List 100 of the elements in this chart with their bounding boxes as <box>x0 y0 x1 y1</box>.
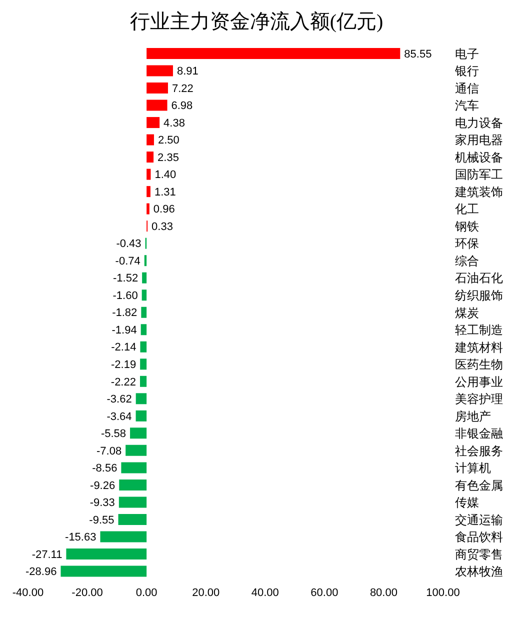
data-label: 7.22 <box>172 82 194 95</box>
data-label: -9.26 <box>90 480 116 492</box>
y-tick-label: 非银金融 <box>455 426 503 441</box>
y-tick-label: 纺织服饰 <box>455 288 503 302</box>
y-tick-label: 汽车 <box>455 98 479 113</box>
y-tick-label: 有色金属 <box>455 478 503 492</box>
y-tick-label: 医药生物 <box>455 358 503 372</box>
bar <box>146 100 168 111</box>
bar <box>146 117 160 128</box>
data-label: 8.91 <box>176 66 198 78</box>
data-label: 1.40 <box>154 169 176 182</box>
data-label: -1.94 <box>112 324 137 336</box>
chart-title: 行业主力资金净流入额(亿元) <box>128 10 384 35</box>
y-tick-label: 综合 <box>455 254 479 268</box>
bar <box>140 341 147 352</box>
data-label: -9.33 <box>90 497 115 510</box>
data-label: -2.19 <box>111 358 136 371</box>
data-label: 6.98 <box>171 100 193 112</box>
bar <box>140 376 147 387</box>
bar <box>118 514 147 525</box>
y-tick-label: 美容护理 <box>455 392 503 406</box>
y-tick-label: 商贸零售 <box>455 547 503 562</box>
y-tick-label: 银行 <box>454 64 479 78</box>
bar <box>118 496 147 508</box>
data-label: -5.58 <box>100 428 126 440</box>
y-tick-label: 家用电器 <box>455 133 503 148</box>
bar <box>146 186 150 198</box>
data-label: -15.63 <box>65 532 96 544</box>
data-label: 0.96 <box>153 204 175 216</box>
y-tick-label: 公用事业 <box>455 374 503 389</box>
data-label: 2.35 <box>158 152 179 164</box>
y-tick-label: 社会服务 <box>455 444 503 458</box>
bar <box>141 306 147 318</box>
data-label: 85.55 <box>404 48 432 60</box>
bar <box>146 48 400 59</box>
y-tick-label: 计算机 <box>455 461 491 476</box>
y-tick-label: 传媒 <box>455 496 479 510</box>
data-label: -3.62 <box>106 394 132 406</box>
y-tick-label: 农林牧渔 <box>455 564 503 579</box>
bar <box>142 272 147 284</box>
bar <box>119 479 147 490</box>
bar <box>126 444 147 456</box>
bar <box>66 548 147 560</box>
bar <box>146 82 168 94</box>
y-tick-label: 化工 <box>455 202 479 216</box>
data-label: -3.64 <box>106 410 132 423</box>
bar <box>146 134 154 146</box>
data-label: 4.38 <box>164 117 185 130</box>
data-label: -1.82 <box>112 307 138 320</box>
bar <box>142 290 147 301</box>
bar <box>146 168 151 180</box>
y-tick-label: 电子 <box>455 46 479 61</box>
x-tick-label: 20.00 <box>192 586 220 599</box>
y-tick-label: 钢铁 <box>454 219 479 234</box>
bar <box>140 324 147 336</box>
x-tick-label: 100.00 <box>426 586 460 599</box>
x-tick-label: 0.00 <box>136 586 158 599</box>
data-label: 2.50 <box>158 134 180 147</box>
y-tick-label: 通信 <box>455 81 479 96</box>
bar <box>136 410 147 422</box>
y-tick-label: 煤炭 <box>455 306 479 320</box>
y-tick-label: 交通运输 <box>455 512 503 527</box>
data-label: -2.22 <box>110 376 136 388</box>
x-tick-label: 80.00 <box>370 586 398 599</box>
y-tick-label: 电力设备 <box>455 116 503 130</box>
data-label: -9.55 <box>89 514 114 526</box>
bar <box>121 462 147 474</box>
data-label: 0.33 <box>152 220 173 233</box>
x-tick-label: -20.00 <box>72 586 103 599</box>
bar <box>136 393 147 404</box>
y-tick-label: 机械设备 <box>455 150 503 164</box>
data-label: -2.14 <box>111 342 136 354</box>
y-tick-label: 房地产 <box>455 409 491 424</box>
x-tick-label: 40.00 <box>251 586 279 599</box>
data-label: -27.11 <box>32 548 62 561</box>
x-tick-label: 60.00 <box>310 586 338 599</box>
data-label: -28.96 <box>26 566 57 578</box>
data-label: -0.74 <box>115 255 140 268</box>
data-label: -0.43 <box>116 238 142 250</box>
bar <box>60 566 147 577</box>
data-label: -1.60 <box>112 290 138 302</box>
bar <box>130 428 147 439</box>
y-tick-label: 轻工制造 <box>455 323 503 338</box>
bar <box>146 203 150 214</box>
bar <box>140 358 147 370</box>
y-tick-label: 环保 <box>455 236 479 251</box>
data-label: -7.08 <box>96 445 122 458</box>
x-tick-label: -40.00 <box>12 586 44 599</box>
y-tick-label: 建筑材料 <box>454 340 503 354</box>
y-tick-label: 石油石化 <box>455 271 503 286</box>
y-tick-label: 建筑装饰 <box>454 184 503 199</box>
y-tick-label: 食品饮料 <box>455 530 503 544</box>
data-label: -8.56 <box>92 462 118 475</box>
bar <box>146 152 154 163</box>
bar <box>144 255 147 266</box>
bar <box>146 65 173 76</box>
bar <box>100 531 147 542</box>
data-label: 1.31 <box>154 186 176 198</box>
y-tick-label: 国防军工 <box>455 168 503 182</box>
data-label: -1.52 <box>112 272 138 285</box>
